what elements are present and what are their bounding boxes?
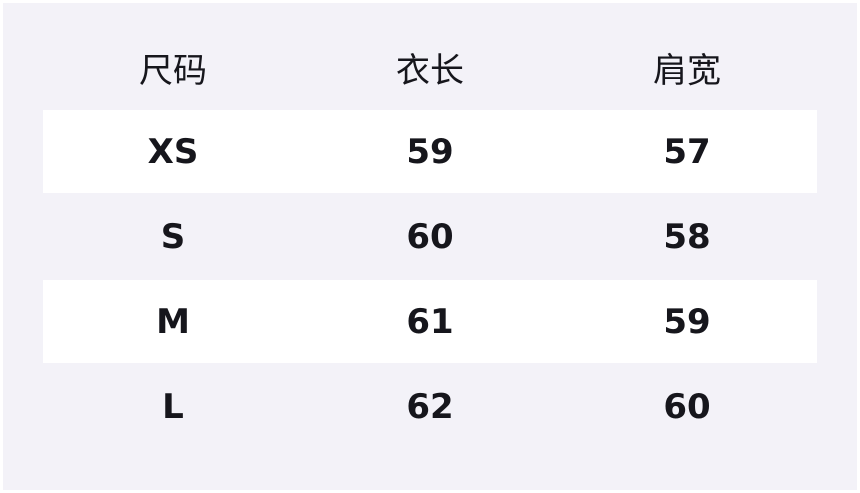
cell-length: 62	[406, 386, 454, 427]
cell-shoulder: 59	[663, 301, 711, 342]
table-row: S 60 58	[43, 195, 817, 278]
table-row: L 62 60	[43, 365, 817, 448]
table-row: XS 59 57	[43, 110, 817, 193]
header-row: 尺码 衣长 肩宽	[43, 26, 817, 109]
cell-size: XS	[147, 131, 199, 172]
cell-size: M	[156, 301, 190, 342]
header-length: 衣长	[396, 51, 464, 91]
cell-shoulder: 57	[663, 131, 711, 172]
cell-length: 60	[406, 216, 454, 257]
cell-length: 61	[406, 301, 454, 342]
table-row: M 61 59	[43, 280, 817, 363]
cell-shoulder: 58	[663, 216, 711, 257]
cell-size: L	[162, 386, 184, 427]
cell-shoulder: 60	[663, 386, 711, 427]
cell-length: 59	[406, 131, 454, 172]
cell-size: S	[160, 216, 186, 257]
header-shoulder: 肩宽	[653, 51, 721, 91]
header-size: 尺码	[139, 51, 207, 91]
size-chart-table: 尺码 衣长 肩宽 XS 59 57 S 60 58 M 61 59 L 62 6…	[3, 3, 857, 490]
